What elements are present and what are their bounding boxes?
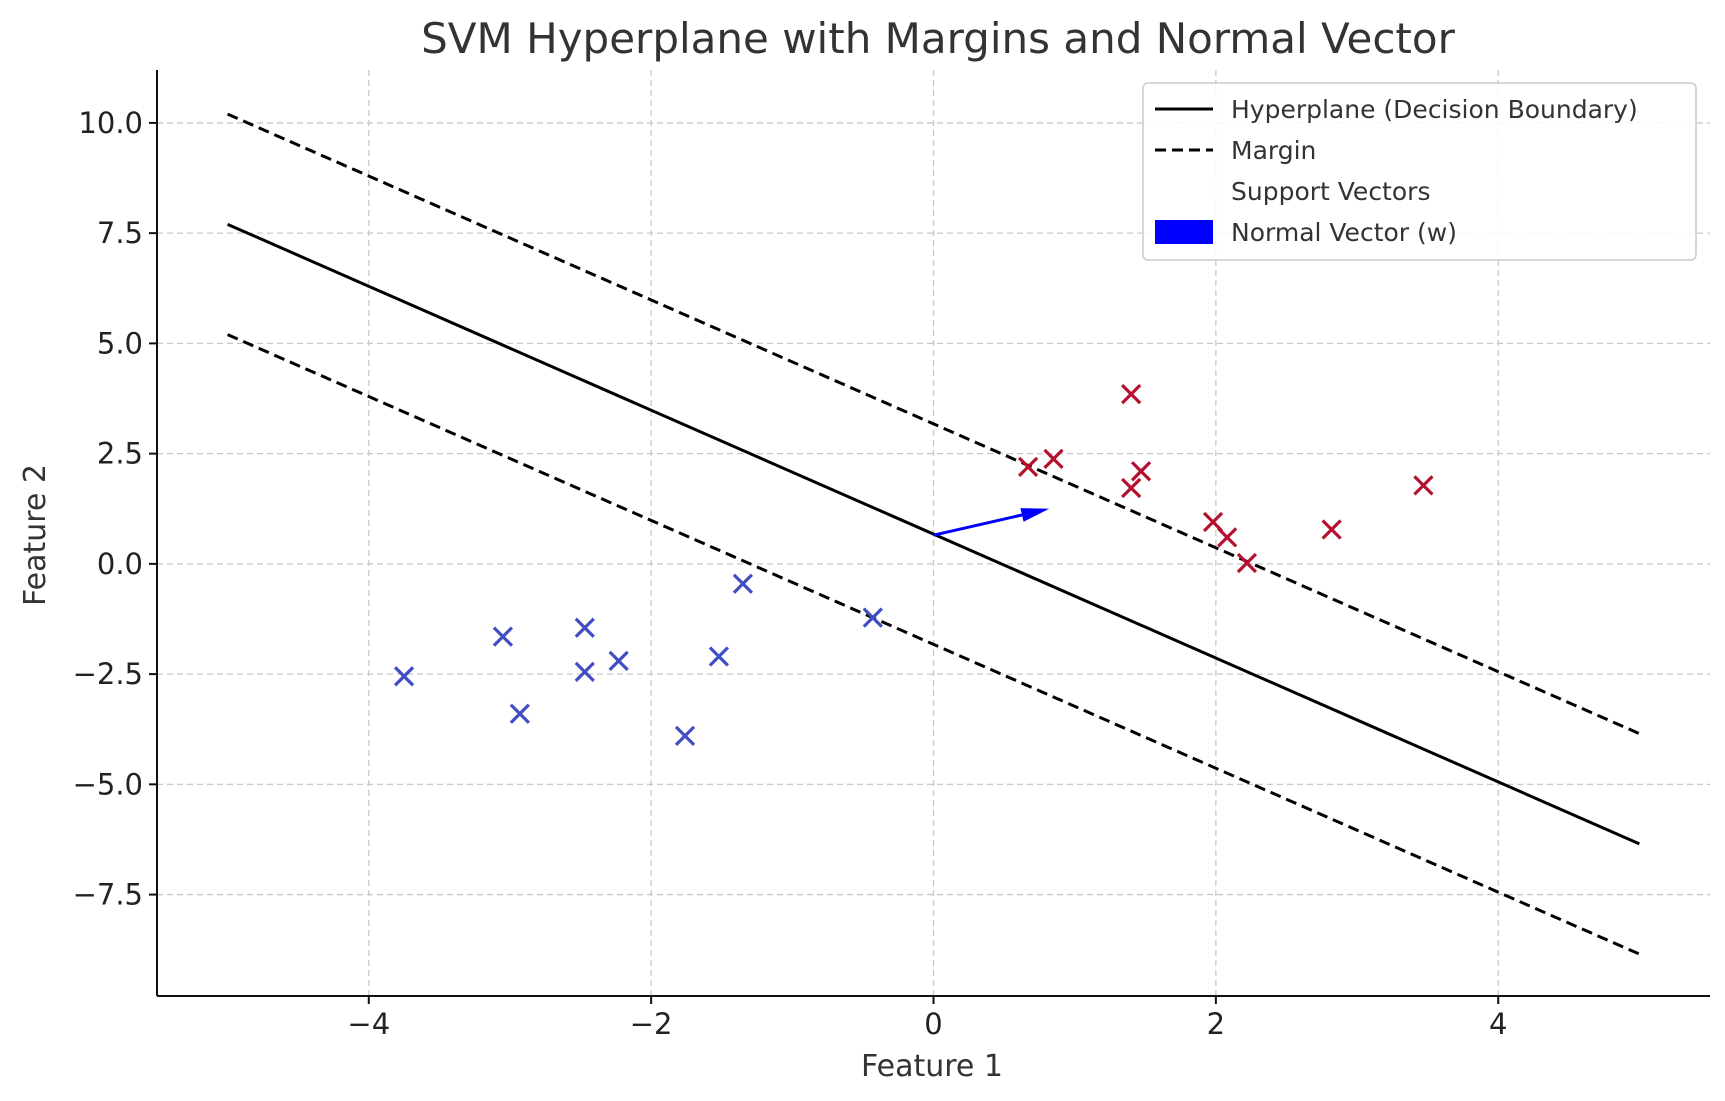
blue-point (574, 617, 595, 638)
blue-point (509, 703, 530, 724)
y-tick-label: 5.0 (97, 326, 143, 360)
red-point (1017, 456, 1039, 477)
x-tick-label: 2 (1207, 1007, 1225, 1041)
red-point (1121, 477, 1142, 499)
tick-labels: −4 −2 0 2 4 10.0 7.5 5.0 2.5 0.0 −2.5 −5.0 −7.5 (73, 106, 1508, 1041)
normal-vector-layer (933, 508, 1050, 537)
y-tick-label: 7.5 (97, 216, 143, 250)
y-tick-label: 0.0 (97, 547, 143, 581)
legend-frame (1142, 82, 1697, 261)
blue-point (708, 646, 730, 667)
red-point (1043, 448, 1064, 470)
y-tick-label: −7.5 (73, 878, 143, 912)
x-tick-label: −4 (347, 1007, 390, 1041)
x-tick-label: 4 (1489, 1007, 1507, 1041)
legend-label: Normal Vector (w) (1231, 218, 1457, 247)
blue-point (608, 650, 629, 672)
legend-label: Hyperplane (Decision Boundary) (1231, 95, 1638, 124)
y-tick-label: 10.0 (78, 106, 143, 140)
axes (149, 70, 1710, 1004)
legend: Hyperplane (Decision Boundary) Margin Supp… (1142, 82, 1697, 261)
chart-title: SVM Hyperplane with Margins and Normal V… (421, 14, 1455, 63)
blue-point (674, 725, 696, 746)
red-point (1121, 383, 1142, 405)
blue-point (732, 573, 754, 594)
y-tick-label: −2.5 (73, 657, 143, 691)
point-layer (393, 383, 1434, 746)
blue-point (862, 607, 883, 628)
margin-line (226, 112, 1641, 736)
red-point (1236, 552, 1258, 574)
legend-label: Support Vectors (1231, 177, 1430, 206)
margin-line (226, 333, 1641, 956)
legend-normal-vector-swatch (1155, 220, 1213, 244)
x-tick-label: −2 (630, 1007, 673, 1041)
y-tick-label: 2.5 (97, 437, 143, 471)
red-point (1217, 527, 1238, 548)
blue-point (393, 666, 415, 687)
normal-vector-shaft (933, 513, 1023, 537)
red-point (1130, 461, 1152, 482)
y-tick-label: −5.0 (73, 767, 143, 801)
blue-point (492, 626, 514, 647)
x-axis-label: Feature 1 (861, 1049, 1003, 1084)
x-tick-label: 0 (924, 1007, 942, 1041)
red-point (1413, 475, 1434, 496)
normal-vector-head (1020, 508, 1050, 522)
y-axis-label: Feature 2 (18, 464, 53, 606)
legend-label: Margin (1231, 136, 1316, 165)
red-point (1321, 519, 1342, 540)
blue-point (574, 661, 595, 683)
